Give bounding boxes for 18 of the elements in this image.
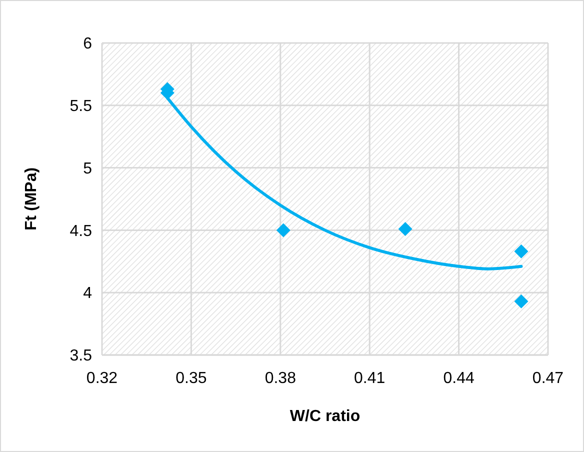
x-axis-title: W/C ratio <box>290 408 360 425</box>
point <box>514 244 528 258</box>
x-tick-label: 0.41 <box>354 370 386 387</box>
y-axis-title: Ft (MPa) <box>23 167 40 231</box>
x-tick-label: 0.38 <box>264 370 296 387</box>
x-tick-label: 0.32 <box>86 370 118 387</box>
point <box>514 294 528 308</box>
y-tick-label: 3.5 <box>70 348 92 365</box>
point <box>276 223 290 238</box>
y-tick-label: 6 <box>83 36 92 53</box>
x-tick-label: 0.44 <box>443 370 474 387</box>
x-tick-label: 0.47 <box>532 370 564 387</box>
x-tick-label: 0.35 <box>176 370 207 387</box>
y-tick-label: 5.5 <box>70 98 92 115</box>
y-tick-label: 5 <box>83 160 92 178</box>
y-tick-label: 4 <box>83 285 92 302</box>
y-tick-label: 4.5 <box>70 222 92 240</box>
point <box>398 222 412 236</box>
